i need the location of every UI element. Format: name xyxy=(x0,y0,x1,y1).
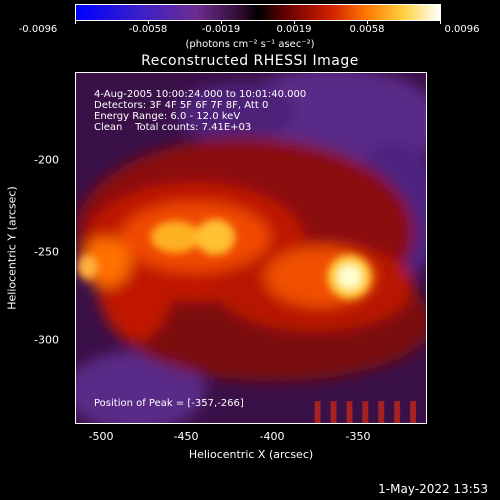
y-tick-label: -200 xyxy=(34,153,59,167)
info-energy: Energy Range: 6.0 - 12.0 keV xyxy=(94,111,241,122)
y-axis-label: Heliocentric Y (arcsec) xyxy=(5,186,19,310)
colorbar-tick-label: 0.0019 xyxy=(276,24,312,35)
x-axis-label: Heliocentric X (arcsec) xyxy=(188,448,314,461)
x-tick-label: -500 xyxy=(88,430,114,443)
plot-title: Reconstructed RHESSI Image xyxy=(141,53,359,69)
solar-image xyxy=(76,73,426,423)
colorbar-tick-label: -0.0058 xyxy=(128,24,168,35)
colorbar-tick-label: 0.0058 xyxy=(349,24,385,35)
x-tick-label: -350 xyxy=(345,430,371,443)
footer-timestamp: 1-May-2022 13:53 xyxy=(378,482,488,496)
x-tick-label: -400 xyxy=(259,430,285,443)
y-tick-label: -300 xyxy=(34,333,59,347)
colorbar xyxy=(75,4,441,21)
colorbar-tick-label: -0.0019 xyxy=(201,24,241,35)
info-counts: Clean Total counts: 7.41E+03 xyxy=(94,122,252,133)
y-tick-label: -250 xyxy=(34,245,59,259)
x-tick-label: -450 xyxy=(173,430,199,443)
colorbar-tick-label: 0.0096 xyxy=(444,24,480,35)
image-panel[interactable]: 4-Aug-2005 10:00:24.000 to 10:01:40.000 … xyxy=(75,72,427,424)
colorbar-tick-label: -0.0096 xyxy=(18,24,58,35)
colorbar-unit: (photons cm⁻² s⁻¹ asec⁻²) xyxy=(185,39,315,50)
info-time: 4-Aug-2005 10:00:24.000 to 10:01:40.000 xyxy=(94,89,307,100)
info-detectors: Detectors: 3F 4F 5F 6F 7F 8F, Att 0 xyxy=(94,100,269,111)
peak-position: Position of Peak = [-357,-266] xyxy=(94,398,244,409)
